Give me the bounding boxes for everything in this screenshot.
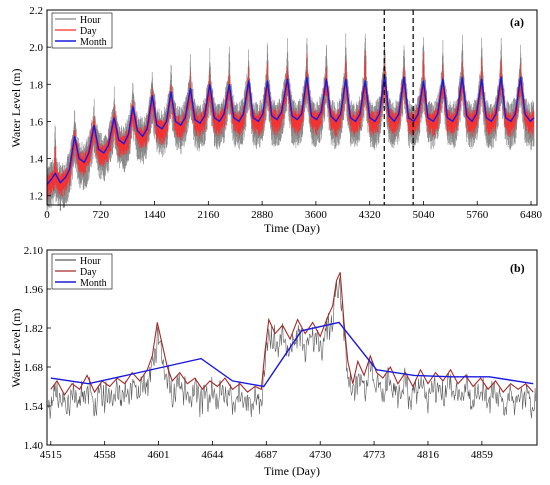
plot-frame-b — [46, 249, 538, 446]
x-tick-label-b: 4730 — [309, 449, 332, 461]
series-hour-line-a — [46, 33, 535, 214]
dashed-markers-a — [383, 10, 414, 205]
legend-label-day-a: Day — [80, 26, 97, 37]
x-tick-label-a: 4320 — [359, 209, 382, 221]
legend-label-month-a: Month — [80, 37, 107, 48]
y-axis-a: 1.2 1.4 1.6 1.8 2.0 2.2 — [29, 5, 51, 203]
x-tick-label-a: 0 — [44, 209, 50, 221]
y-tick-label-a: 2.0 — [29, 42, 43, 54]
x-tick-label-a: 720 — [93, 209, 110, 221]
legend-b: Hour Day Month — [51, 253, 113, 290]
x-tick-label-b: 4601 — [148, 449, 170, 461]
y-tick-label-a: 1.8 — [29, 79, 43, 91]
x-tick-label-a: 2880 — [251, 209, 274, 221]
y-axis-b: 1.40 1.54 1.68 1.82 1.96 2.10 — [24, 245, 51, 452]
x-tick-label-b: 4558 — [94, 449, 117, 461]
y-tick-label-b: 1.68 — [24, 362, 44, 374]
series-month-line-b — [50, 321, 534, 388]
y-tick-label-a: 1.2 — [29, 191, 43, 203]
legend-label-day-b: Day — [80, 267, 97, 278]
legend-label-month-b: Month — [80, 278, 107, 289]
x-tick-label-b: 4773 — [363, 449, 386, 461]
x-tick-label-b: 4816 — [417, 449, 440, 461]
y-tick-label-b: 1.40 — [24, 440, 44, 452]
series-month-line-a — [46, 74, 535, 186]
y-tick-label-a: 2.2 — [29, 5, 43, 17]
x-tick-label-a: 5040 — [412, 209, 435, 221]
x-tick-label-a: 5760 — [466, 209, 489, 221]
x-tick-label-a: 3600 — [305, 209, 328, 221]
y-tick-label-a: 1.4 — [29, 154, 43, 166]
legend-label-hour-a: Hour — [80, 15, 101, 26]
y-tick-label-b: 2.10 — [24, 245, 44, 257]
chart-panel-a: 0 720 1440 2160 2880 3600 4320 5040 5760 6480 1.2… — [9, 5, 543, 235]
x-axis-b: 4515 4558 4601 4644 4687 4730 4773 4816 4859 — [40, 441, 494, 461]
series-hour-line-b — [48, 277, 536, 420]
x-tick-label-a: 1440 — [144, 209, 167, 221]
x-axis-title-a: Time (Day) — [264, 221, 320, 235]
x-tick-label-b: 4515 — [40, 449, 63, 461]
chart-panel-b: 4515 4558 4601 4644 4687 4730 4773 4816 4859 1.4… — [9, 245, 538, 478]
panel-label-b: (b) — [510, 261, 525, 275]
panel-label-a: (a) — [510, 15, 524, 29]
plot-frame-a — [46, 9, 538, 206]
x-tick-label-b: 4644 — [201, 449, 224, 461]
x-tick-label-a: 6480 — [520, 209, 543, 221]
x-tick-label-b: 4687 — [255, 449, 278, 461]
y-tick-label-b: 1.82 — [24, 323, 43, 335]
x-axis-a: 0 720 1440 2160 2880 3600 4320 5040 5760 6480 — [44, 201, 543, 221]
legend-a: Hour Day Month — [51, 12, 113, 49]
series-day-line-b — [50, 272, 534, 396]
y-tick-label-a: 1.6 — [29, 116, 43, 128]
y-tick-label-b: 1.54 — [24, 401, 44, 413]
x-axis-title-b: Time (Day) — [264, 464, 320, 478]
y-axis-title-a: Water Level (m) — [9, 69, 23, 148]
x-tick-label-b: 4859 — [471, 449, 494, 461]
x-tick-label-a: 2160 — [197, 209, 220, 221]
legend-label-hour-b: Hour — [80, 256, 101, 267]
y-axis-title-b: Water Level (m) — [9, 309, 23, 388]
y-tick-label-b: 1.96 — [24, 284, 44, 296]
